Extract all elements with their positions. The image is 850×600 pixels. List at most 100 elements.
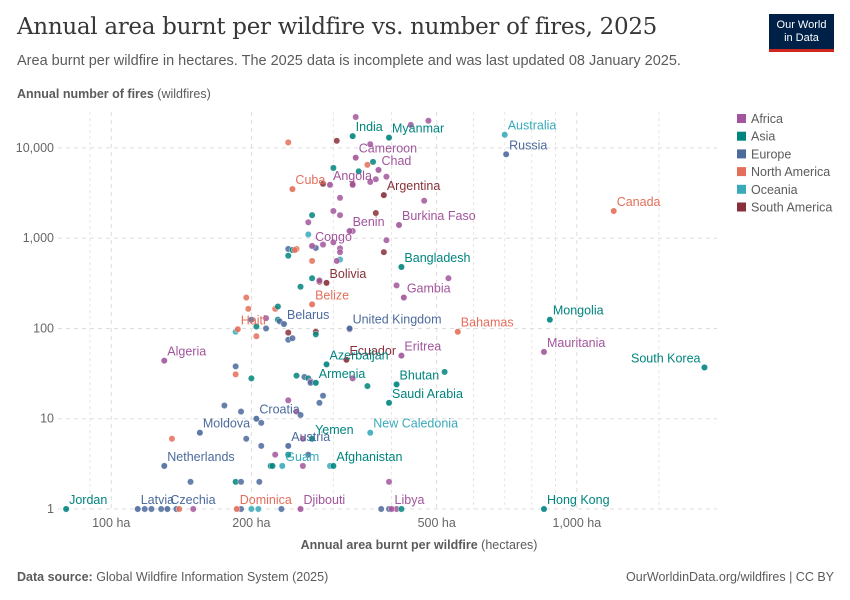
data-point[interactable] xyxy=(271,451,279,459)
data-point[interactable] xyxy=(346,325,353,332)
data-point[interactable] xyxy=(336,248,344,256)
legend-label[interactable]: Europe xyxy=(751,147,791,161)
data-point[interactable] xyxy=(385,478,393,486)
data-point[interactable] xyxy=(385,134,393,142)
legend-swatch[interactable] xyxy=(737,167,746,177)
data-point[interactable] xyxy=(220,402,228,409)
data-point[interactable] xyxy=(252,415,260,423)
data-point[interactable] xyxy=(355,167,363,175)
data-point[interactable] xyxy=(293,372,300,380)
data-point[interactable] xyxy=(232,370,240,378)
data-point[interactable] xyxy=(383,173,390,181)
data-point[interactable] xyxy=(308,435,316,443)
data-point[interactable] xyxy=(407,121,415,129)
data-point[interactable] xyxy=(299,462,307,470)
data-point[interactable] xyxy=(501,131,509,139)
data-point[interactable] xyxy=(187,478,194,486)
data-point[interactable] xyxy=(372,209,380,217)
legend-swatch[interactable] xyxy=(737,202,746,212)
data-point[interactable] xyxy=(349,132,357,140)
data-point[interactable] xyxy=(333,257,341,265)
data-point[interactable] xyxy=(284,396,292,404)
data-point[interactable] xyxy=(329,462,337,470)
data-point[interactable] xyxy=(248,374,255,382)
data-point[interactable] xyxy=(398,505,405,513)
data-point[interactable] xyxy=(257,442,265,450)
data-point[interactable] xyxy=(308,242,316,250)
data-point[interactable] xyxy=(346,227,353,235)
data-point[interactable] xyxy=(366,429,374,437)
data-point[interactable] xyxy=(233,505,241,513)
data-point[interactable] xyxy=(248,316,255,324)
data-point[interactable] xyxy=(366,178,374,186)
legend-swatch[interactable] xyxy=(737,184,746,194)
data-point[interactable] xyxy=(343,356,350,364)
source-text[interactable]: Global Wildfire Information System (2025… xyxy=(96,570,329,584)
data-point[interactable] xyxy=(284,139,292,146)
legend-label[interactable]: North America xyxy=(751,165,830,179)
data-point[interactable] xyxy=(308,300,316,308)
data-point[interactable] xyxy=(383,236,390,244)
data-point[interactable] xyxy=(196,429,204,437)
data-point[interactable] xyxy=(262,325,270,332)
data-point[interactable] xyxy=(168,435,176,443)
data-point[interactable] xyxy=(163,505,171,513)
data-point[interactable] xyxy=(278,505,285,513)
data-point[interactable] xyxy=(284,252,292,260)
data-point[interactable] xyxy=(252,323,260,330)
legend-swatch[interactable] xyxy=(737,114,746,123)
data-point[interactable] xyxy=(242,435,250,443)
data-point[interactable] xyxy=(546,316,554,324)
data-point[interactable] xyxy=(284,329,292,336)
data-point[interactable] xyxy=(160,462,168,470)
data-point[interactable] xyxy=(299,435,307,443)
data-point[interactable] xyxy=(319,241,327,248)
data-point[interactable] xyxy=(289,185,296,193)
data-point[interactable] xyxy=(333,137,341,145)
data-point[interactable] xyxy=(445,274,452,282)
data-point[interactable] xyxy=(141,505,149,513)
data-point[interactable] xyxy=(269,462,276,470)
data-point[interactable] xyxy=(244,305,252,313)
data-point[interactable] xyxy=(540,348,548,356)
data-point[interactable] xyxy=(393,281,400,289)
data-point[interactable] xyxy=(366,140,374,148)
data-point[interactable] xyxy=(278,462,286,470)
data-point[interactable] xyxy=(326,181,334,189)
data-point[interactable] xyxy=(336,211,344,219)
data-point[interactable] xyxy=(385,399,393,407)
data-point[interactable] xyxy=(291,246,299,254)
data-point[interactable] xyxy=(349,181,357,189)
data-point[interactable] xyxy=(289,334,296,342)
data-point[interactable] xyxy=(319,392,327,400)
data-point[interactable] xyxy=(420,197,428,205)
legend-label[interactable]: Africa xyxy=(751,112,783,126)
data-point[interactable] xyxy=(237,478,245,486)
owid-logo[interactable]: Our World in Data xyxy=(769,14,834,52)
data-point[interactable] xyxy=(352,113,360,121)
data-point[interactable] xyxy=(388,505,395,513)
data-point[interactable] xyxy=(255,478,263,486)
data-point[interactable] xyxy=(175,505,183,513)
data-point[interactable] xyxy=(312,330,320,338)
data-point[interactable] xyxy=(62,505,70,513)
data-point[interactable] xyxy=(502,150,510,158)
data-point[interactable] xyxy=(304,231,312,238)
data-point[interactable] xyxy=(160,357,168,365)
data-point[interactable] xyxy=(319,180,327,188)
data-point[interactable] xyxy=(329,238,337,246)
data-point[interactable] xyxy=(352,154,360,162)
data-point[interactable] xyxy=(308,257,316,265)
data-point[interactable] xyxy=(308,274,316,282)
footer-url[interactable]: OurWorldinData.org/wildfires | CC BY xyxy=(626,570,834,584)
data-point[interactable] xyxy=(308,211,316,219)
data-point[interactable] xyxy=(304,451,312,459)
data-point[interactable] xyxy=(398,352,405,360)
data-point[interactable] xyxy=(284,442,292,450)
data-point[interactable] xyxy=(234,325,242,333)
data-point[interactable] xyxy=(232,362,240,370)
legend-swatch[interactable] xyxy=(737,149,746,159)
data-point[interactable] xyxy=(284,451,292,459)
data-point[interactable] xyxy=(375,166,382,174)
data-point[interactable] xyxy=(329,164,337,172)
